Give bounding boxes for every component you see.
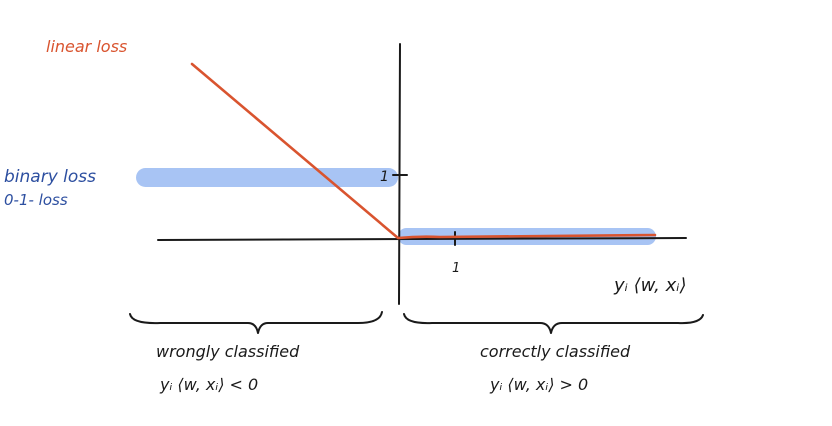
binary-loss-label: binary loss [4,167,96,187]
linear-loss-line [190,62,657,240]
binary-loss-band-left [136,168,398,187]
correct-brace [403,313,704,334]
wrongly-classified-condition: yᵢ ⟨w, xᵢ⟩ < 0 [159,375,258,394]
y-tick-label: 1 [380,169,389,185]
correctly-classified-condition: yᵢ ⟨w, xᵢ⟩ > 0 [489,375,588,394]
x-axis [157,237,687,241]
wrongly-classified-label: wrongly classified [156,342,300,361]
x-axis-label: yᵢ ⟨w, xᵢ⟩ [613,275,687,296]
zero-one-loss-label: 0-1- loss [4,191,68,209]
x-tick-label: 1 [452,261,460,276]
wrong-brace [129,311,383,334]
y-axis [398,43,401,305]
correctly-classified-label: correctly classified [480,342,631,361]
linear-loss-label: linear loss [46,37,127,56]
